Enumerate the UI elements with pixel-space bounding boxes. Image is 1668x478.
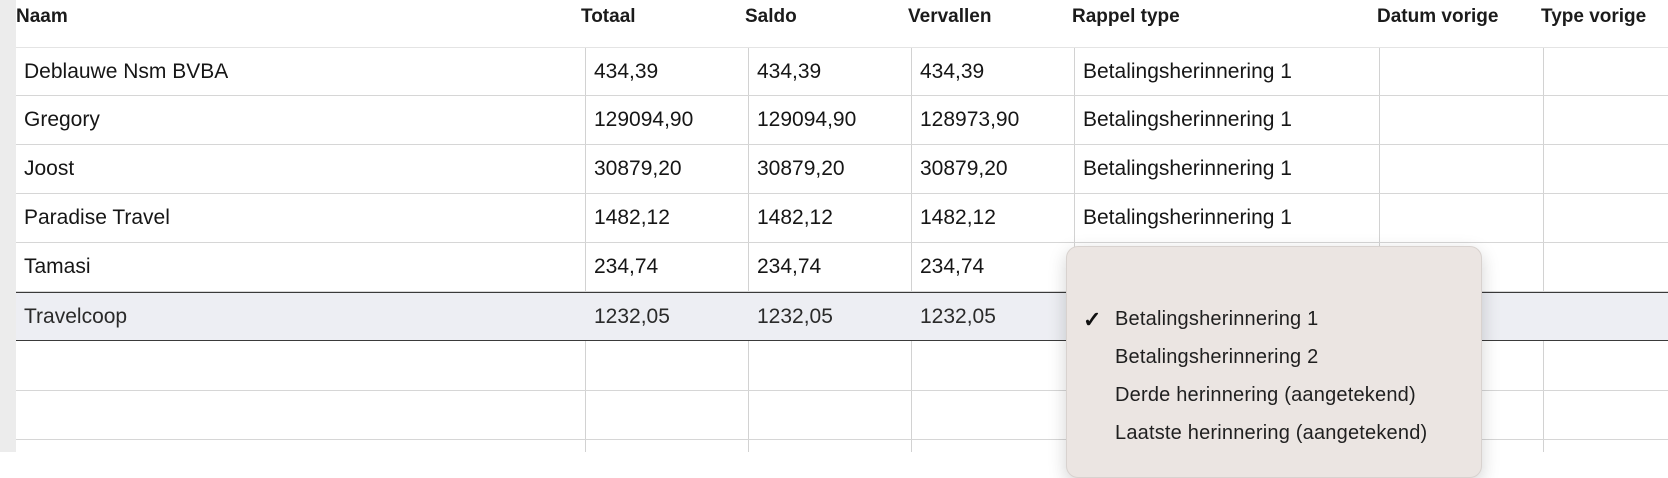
cell-rappel-type[interactable]: Betalingsherinnering 1 <box>1083 206 1292 229</box>
table-row[interactable]: Paradise Travel 1482,12 1482,12 1482,12 … <box>16 194 1668 243</box>
cell-totaal: 434,39 <box>594 60 659 83</box>
checkmark-icon: ✓ <box>1083 307 1102 332</box>
cell-totaal: 30879,20 <box>594 157 682 180</box>
column-header-vervallen[interactable]: Vervallen <box>908 6 992 27</box>
column-header-datum-vorige[interactable]: Datum vorige <box>1377 6 1499 27</box>
cell-vervallen: 128973,90 <box>920 108 1020 131</box>
cell-saldo: 1232,05 <box>757 305 833 328</box>
cell-totaal: 1482,12 <box>594 206 670 229</box>
column-divider <box>911 47 912 452</box>
cell-naam: Deblauwe Nsm BVBA <box>24 60 229 83</box>
cell-rappel-type[interactable]: Betalingsherinnering 1 <box>1083 108 1292 131</box>
cell-saldo: 129094,90 <box>757 108 857 131</box>
cell-saldo: 434,39 <box>757 60 822 83</box>
menu-item-derde-herinnering[interactable]: Derde herinnering (aangetekend) <box>1115 384 1416 406</box>
cell-rappel-type[interactable]: Betalingsherinnering 1 <box>1083 60 1292 83</box>
column-header-type-vorige[interactable]: Type vorige <box>1541 6 1647 27</box>
column-divider <box>1543 47 1544 452</box>
menu-item-laatste-herinnering[interactable]: Laatste herinnering (aangetekend) <box>1115 422 1428 444</box>
cell-totaal: 129094,90 <box>594 108 694 131</box>
cell-naam: Paradise Travel <box>24 206 170 229</box>
cell-naam: Tamasi <box>24 255 91 278</box>
table-row[interactable]: Joost 30879,20 30879,20 30879,20 Betalin… <box>16 145 1668 194</box>
cell-saldo: 30879,20 <box>757 157 845 180</box>
table-row-empty[interactable] <box>16 391 1668 440</box>
table-row[interactable]: Tamasi 234,74 234,74 234,74 <box>16 243 1668 292</box>
cell-naam: Joost <box>24 157 75 180</box>
cell-saldo: 1482,12 <box>757 206 833 229</box>
left-strip <box>0 0 16 452</box>
column-header-totaal[interactable]: Totaal <box>581 6 636 27</box>
column-header-naam[interactable]: Naam <box>16 6 68 27</box>
column-divider <box>748 47 749 452</box>
table-row-empty[interactable] <box>16 342 1668 391</box>
cell-naam: Travelcoop <box>24 305 128 328</box>
cell-vervallen: 30879,20 <box>920 157 1008 180</box>
cell-totaal: 234,74 <box>594 255 659 278</box>
cell-vervallen: 1482,12 <box>920 206 996 229</box>
menu-item-betalingsherinnering-1[interactable]: Betalingsherinnering 1 <box>1115 308 1319 330</box>
rappel-type-dropdown-menu: ✓ Betalingsherinnering 1 Betalingsherinn… <box>1066 246 1482 478</box>
column-header-saldo[interactable]: Saldo <box>745 6 797 27</box>
cell-totaal: 1232,05 <box>594 305 670 328</box>
cell-naam: Gregory <box>24 108 100 131</box>
cell-vervallen: 434,39 <box>920 60 985 83</box>
table-row[interactable]: Deblauwe Nsm BVBA 434,39 434,39 434,39 B… <box>16 47 1668 96</box>
cell-vervallen: 234,74 <box>920 255 985 278</box>
table-row[interactable]: Gregory 129094,90 129094,90 128973,90 Be… <box>16 96 1668 145</box>
column-header-rappel-type[interactable]: Rappel type <box>1072 6 1180 27</box>
column-divider <box>585 47 586 452</box>
table-header: Naam Totaal Saldo Vervallen Rappel type … <box>16 0 1668 47</box>
cell-rappel-type[interactable]: Betalingsherinnering 1 <box>1083 157 1292 180</box>
menu-item-betalingsherinnering-2[interactable]: Betalingsherinnering 2 <box>1115 346 1319 368</box>
cell-saldo: 234,74 <box>757 255 822 278</box>
cell-vervallen: 1232,05 <box>920 305 996 328</box>
